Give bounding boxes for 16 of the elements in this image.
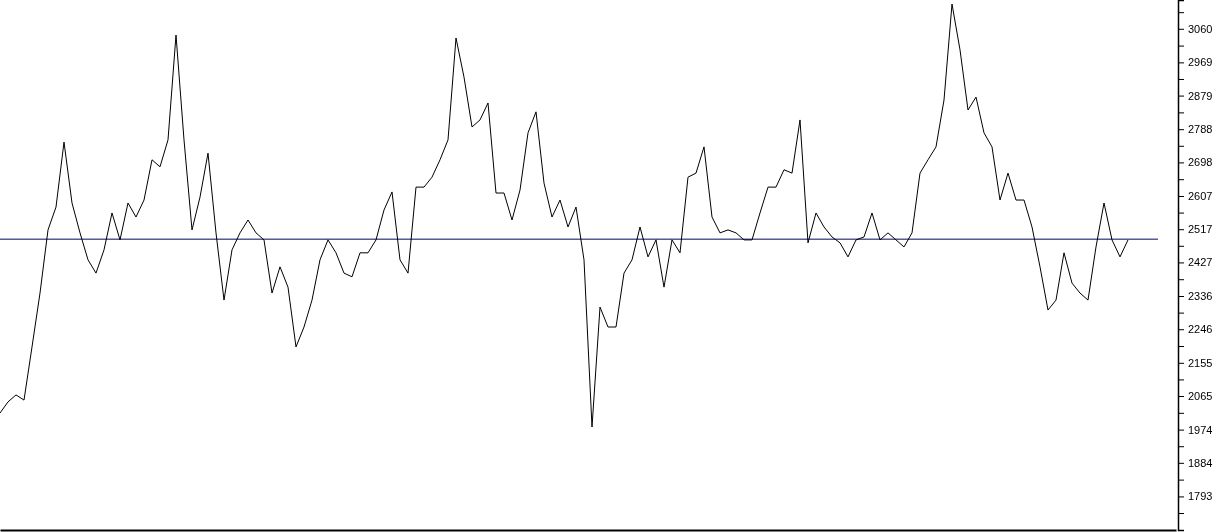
line-series — [0, 3, 1129, 428]
y-tick-label: 2155 — [1188, 356, 1213, 369]
y-tick-label: 2065 — [1188, 390, 1213, 403]
y-tick-label: 2607 — [1188, 190, 1213, 202]
y-tick-label: 2427 — [1188, 256, 1213, 269]
y-tick-label: 2698 — [1188, 156, 1213, 169]
y-tick-label: 3060 — [1188, 22, 1213, 35]
y-tick-label: 1974 — [1188, 423, 1213, 436]
y-tick-label: 2788 — [1188, 123, 1213, 136]
y-tick-label: 2879 — [1188, 89, 1213, 102]
y-tick-label: 1793 — [1188, 490, 1213, 503]
y-tick-label: 2246 — [1188, 323, 1213, 336]
y-tick-label: 2517 — [1188, 223, 1213, 236]
y-tick-label: 2336 — [1188, 290, 1213, 303]
y-tick-label: 2969 — [1188, 56, 1213, 69]
y-tick-label: 1884 — [1188, 456, 1213, 469]
